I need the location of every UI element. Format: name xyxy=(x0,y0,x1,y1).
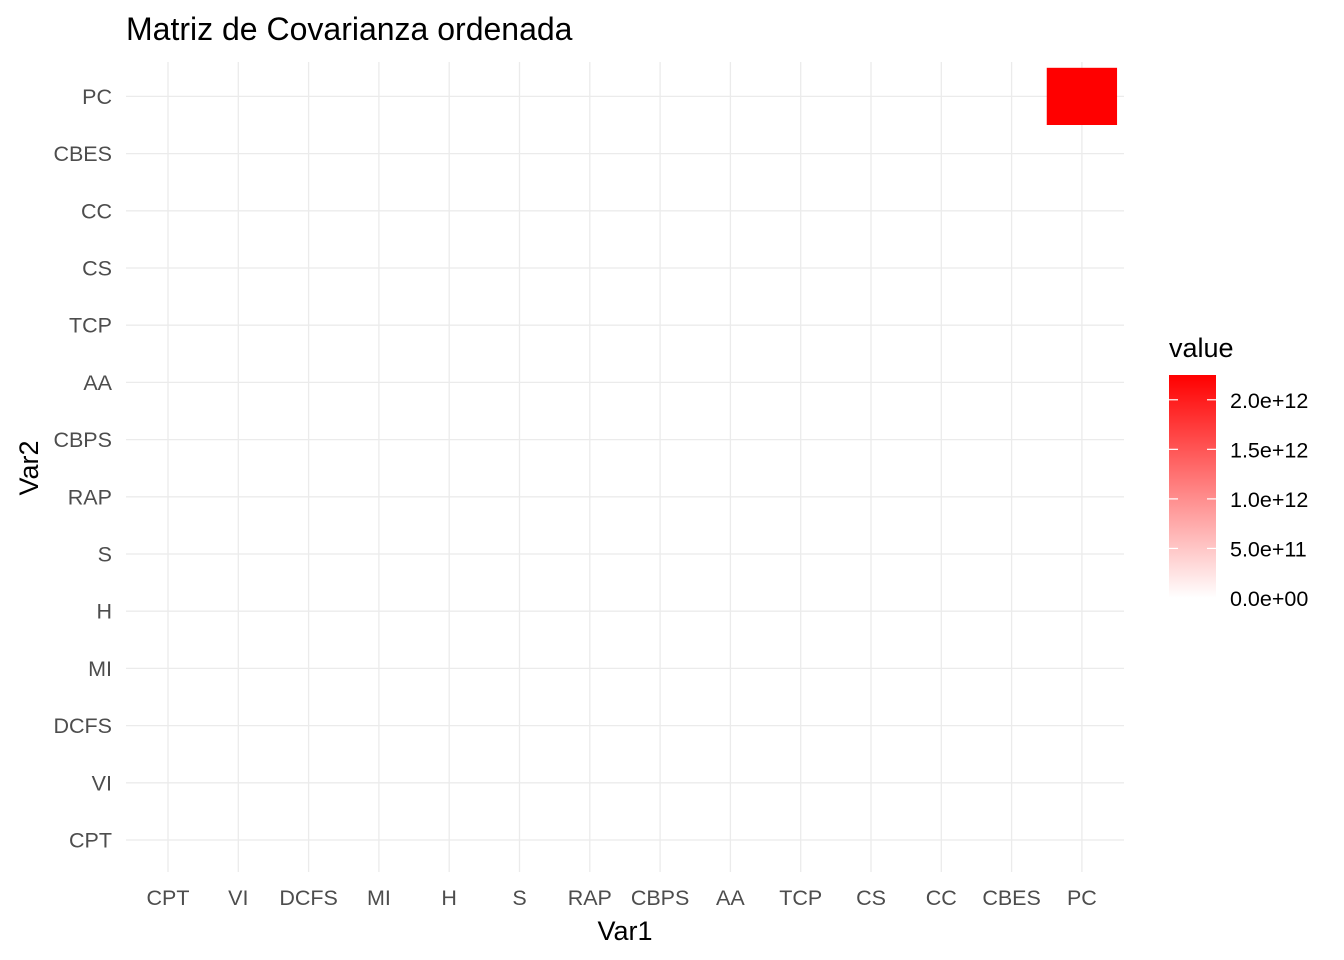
chart-title: Matriz de Covarianza ordenada xyxy=(126,11,573,47)
y-tick-label-mi: MI xyxy=(88,657,112,681)
x-tick-label-cbes: CBES xyxy=(982,886,1041,910)
y-tick-label-cs: CS xyxy=(82,257,112,281)
x-tick-label-cpt: CPT xyxy=(147,886,190,910)
y-tick-label-tcp: TCP xyxy=(69,314,112,338)
y-tick-label-vi: VI xyxy=(92,771,112,795)
x-tick-label-tcp: TCP xyxy=(779,886,822,910)
heatmap-cell-pc-pc xyxy=(1046,67,1118,125)
legend-label-0: 0.0e+00 xyxy=(1230,587,1308,611)
y-tick-label-rap: RAP xyxy=(68,485,112,509)
legend-title: value xyxy=(1169,333,1234,363)
legend-ticks: 0.0e+00 5.0e+11 1.0e+12 1.5e+12 2.0e+12 xyxy=(1169,389,1308,611)
y-axis-tick-labels: CPT VI DCFS MI H S RAP CBPS AA TCP CS CC CBES PC xyxy=(53,85,112,853)
plot-panel xyxy=(126,62,1124,872)
legend-label-1: 5.0e+11 xyxy=(1230,537,1307,561)
legend-colorbar xyxy=(1169,375,1216,598)
grid-lines-vertical xyxy=(167,62,1083,872)
legend-label-4: 2.0e+12 xyxy=(1230,389,1308,413)
y-axis-title: Var2 xyxy=(14,440,44,495)
y-tick-label-h: H xyxy=(96,600,112,624)
legend-label-2: 1.0e+12 xyxy=(1230,488,1308,512)
x-tick-label-s: S xyxy=(512,886,526,910)
y-tick-label-aa: AA xyxy=(83,371,112,395)
y-tick-label-cc: CC xyxy=(81,199,112,223)
x-axis-title: Var1 xyxy=(597,916,652,946)
x-tick-label-h: H xyxy=(441,886,457,910)
x-tick-label-cc: CC xyxy=(926,886,957,910)
x-tick-label-dcfs: DCFS xyxy=(279,886,338,910)
y-tick-label-s: S xyxy=(98,543,112,567)
color-legend: value 0.0e+00 5.0e+11 1.0e+12 1.5e+12 2.0e+1… xyxy=(1169,333,1308,611)
y-tick-label-cbps: CBPS xyxy=(53,428,112,452)
x-tick-label-cs: CS xyxy=(856,886,886,910)
x-tick-label-rap: RAP xyxy=(568,886,612,910)
y-tick-label-cpt: CPT xyxy=(69,829,112,853)
x-tick-label-vi: VI xyxy=(228,886,248,910)
legend-label-3: 1.5e+12 xyxy=(1230,438,1308,462)
x-tick-label-pc: PC xyxy=(1067,886,1097,910)
x-tick-label-aa: AA xyxy=(716,886,745,910)
heatmap-cells xyxy=(1046,67,1118,125)
y-tick-label-dcfs: DCFS xyxy=(53,714,112,738)
y-tick-label-pc: PC xyxy=(82,85,112,109)
x-axis-tick-labels: CPT VI DCFS MI H S RAP CBPS AA TCP CS CC CBES PC xyxy=(147,886,1097,910)
y-tick-label-cbes: CBES xyxy=(53,142,112,166)
x-tick-label-mi: MI xyxy=(367,886,391,910)
grid-lines-horizontal xyxy=(126,95,1124,841)
x-tick-label-cbps: CBPS xyxy=(631,886,690,910)
